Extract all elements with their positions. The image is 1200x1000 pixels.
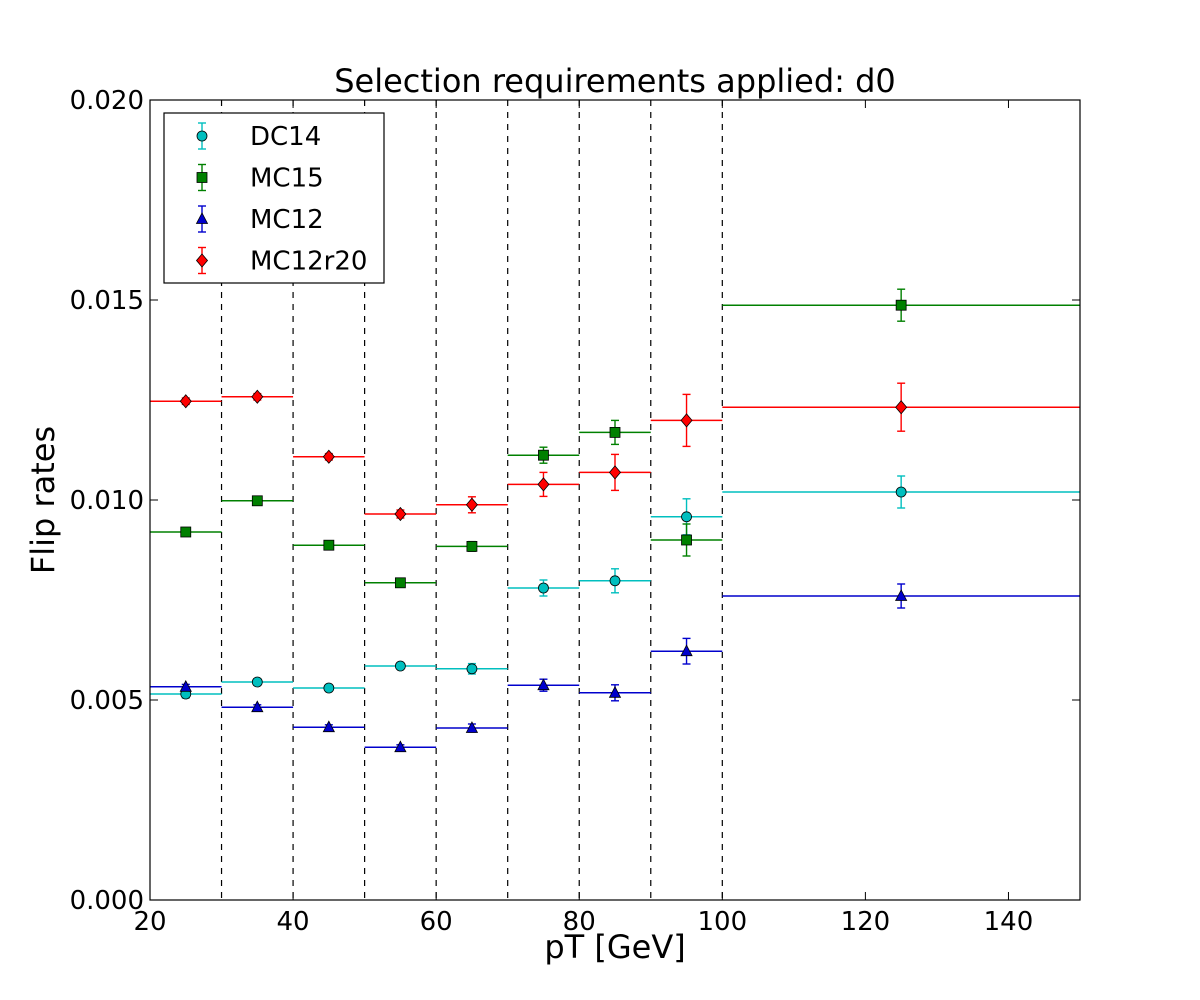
legend: DC14 MC15 MC12 MC12r20 [163,112,385,284]
data-point [251,389,264,404]
data-point [538,449,549,461]
series-mc12r20 [150,382,1080,522]
legend-box [163,112,385,284]
x-tick-label: 40 [277,907,310,937]
data-point [465,497,478,512]
x-tick-label: 80 [563,907,596,937]
plot-area [150,100,1080,900]
y-tick-label: 0.020 [70,86,144,116]
data-point [179,679,192,692]
data-point [609,426,621,438]
data-point [394,577,406,589]
legend-label: MC12 [250,205,324,235]
legend-item-mc15: MC15 [196,164,324,194]
data-point [538,582,549,594]
y-tick-label: 0.010 [70,486,144,516]
data-point [895,299,907,311]
data-point [609,575,621,587]
data-point [323,682,335,694]
data-point [466,541,478,552]
legend-label: MC15 [250,164,324,194]
series-mc12 [150,583,1080,753]
chart-title: Selection requirements applied: d0 [334,62,896,100]
legend-marker [196,172,208,183]
data-point [608,685,622,698]
data-point [251,700,264,713]
x-tick-label: 120 [841,907,891,937]
data-point [894,589,908,601]
data-point [895,400,908,415]
data-point [680,413,693,428]
legend-item-dc14: DC14 [196,122,321,152]
x-tick-label: 100 [697,907,747,937]
data-point [680,644,693,657]
y-axis-title: Flip rates [24,426,62,574]
data-point [537,678,550,691]
legend-marker [195,253,209,268]
legend-item-mc12r20: MC12r20 [195,247,367,277]
data-point [394,506,407,522]
x-axis-title: pT [GeV] [544,928,685,966]
series-dc14 [150,475,1080,700]
data-point [322,449,335,464]
y-tick-label: 0.000 [70,886,144,916]
y-tick-label: 0.015 [70,286,144,316]
data-point [322,720,336,733]
data-point [608,465,622,480]
legend-label: DC14 [250,122,321,152]
data-point [681,534,692,546]
data-point [681,511,692,523]
x-tick-label: 20 [133,907,166,937]
data-point [465,721,479,733]
data-point [251,676,263,688]
data-point [394,660,406,672]
data-point [537,477,550,492]
legend-item-mc12: MC12 [195,205,324,235]
x-tick-label: 140 [984,907,1034,937]
legend-marker [196,130,208,142]
data-point [895,486,907,498]
series-mc15 [150,288,1080,589]
x-tick-label: 60 [420,907,453,937]
data-point [394,740,407,753]
legend-label: MC12r20 [250,247,367,277]
legend-marker [195,212,209,224]
data-point [466,663,478,675]
data-point [251,495,263,507]
y-tick-label: 0.005 [70,686,144,716]
data-point [180,526,192,538]
data-point [323,539,335,551]
data-point [179,394,192,409]
axis-ticks: 20 40 60 80 100 120 140 0.000 0.005 0.010 0.015 0.0… [70,86,1080,937]
